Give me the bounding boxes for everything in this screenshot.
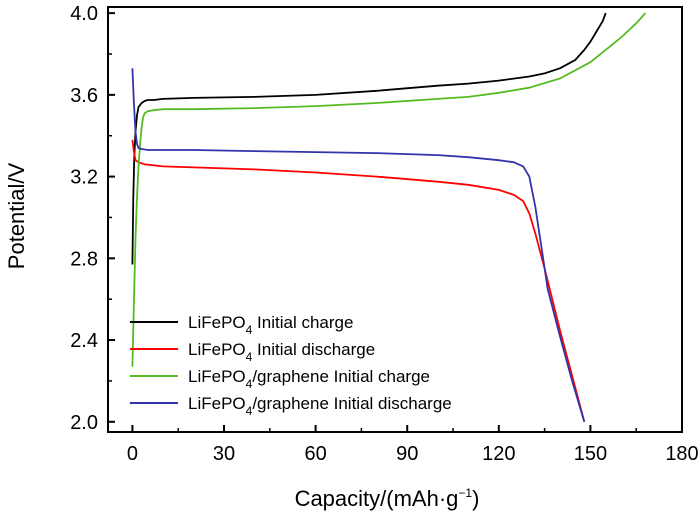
x-tick-label: 0 (127, 443, 138, 465)
series-line-2 (131, 139, 586, 423)
x-tick-label: 60 (304, 443, 326, 465)
series-line-1 (131, 12, 607, 265)
y-axis: 2.0 2.4 2.8 3.2 3.6 4.0 (70, 3, 115, 434)
legend-label-2: LiFePO4 Initial discharge (188, 340, 375, 364)
x-tick-label: 120 (482, 443, 515, 465)
series-line-3 (131, 12, 647, 367)
x-axis-title: Capacity/(mAh·g−1) (295, 486, 480, 511)
y-tick-label: 2.8 (70, 248, 98, 270)
x-tick-label: 150 (574, 443, 607, 465)
y-tick-label: 3.2 (70, 167, 98, 189)
legend-label-4: LiFePO4/graphene Initial discharge (188, 394, 452, 418)
y-axis-title: Potential/V (4, 162, 29, 269)
legend-label-3: LiFePO4/graphene Initial charge (188, 367, 430, 391)
series-layer (131, 12, 647, 423)
x-tick-label: 180 (665, 443, 698, 465)
legend-label-1: LiFePO4 Initial charge (188, 313, 353, 337)
series-line-4 (131, 68, 586, 423)
x-tick-label: 90 (396, 443, 418, 465)
y-tick-label: 2.4 (70, 330, 98, 352)
y-tick-label: 3.6 (70, 85, 98, 107)
plot-frame (107, 6, 683, 433)
y-tick-label: 4.0 (70, 3, 98, 25)
y-tick-label: 2.0 (70, 412, 98, 434)
x-tick-label: 30 (213, 443, 235, 465)
legend: LiFePO4 Initial charge LiFePO4 Initial di… (130, 313, 452, 418)
x-axis: 0 30 60 90 120 150 180 (127, 425, 699, 465)
